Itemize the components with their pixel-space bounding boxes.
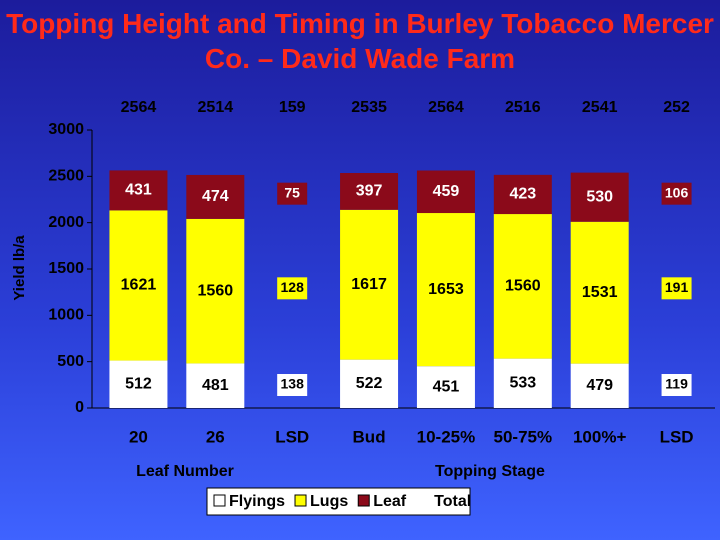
chart-title: Topping Height and Timing in Burley Toba…: [6, 8, 714, 74]
data-label: 522: [356, 375, 383, 392]
bar-segment: [570, 172, 629, 222]
y-tick-label: 1000: [48, 307, 84, 324]
x-tick-label: 100%+: [573, 427, 626, 446]
total-label: 252: [663, 99, 690, 116]
bar-segment: [570, 363, 629, 408]
total-label: 2564: [121, 99, 157, 116]
bar-segment: [109, 360, 168, 408]
x-tick-label: 50-75%: [494, 427, 553, 446]
legend-box: [206, 487, 471, 516]
total-label: 2516: [505, 99, 541, 116]
y-tick-label: 1500: [48, 260, 84, 277]
data-label: 431: [125, 182, 152, 199]
y-tick-label: 2500: [48, 168, 84, 185]
data-label: 533: [509, 375, 536, 392]
bar-segment: [493, 174, 552, 215]
legend-label: Leaf: [373, 493, 407, 510]
y-tick-label: 3000: [48, 121, 84, 138]
bar-segment: [493, 358, 552, 408]
data-label: 75: [284, 184, 300, 200]
total-label: 2541: [582, 99, 618, 116]
data-label: 1617: [351, 276, 387, 293]
group-label: Leaf Number: [136, 463, 234, 480]
bar-segment: [340, 172, 399, 210]
data-label: 138: [281, 376, 305, 392]
bar-segment: [340, 359, 399, 408]
total-label: 2514: [198, 99, 234, 116]
data-label: 530: [586, 188, 613, 205]
data-label: 119: [665, 376, 688, 392]
data-label: 1560: [198, 282, 234, 299]
bar-segment: [570, 221, 629, 364]
legend-label: Total: [434, 493, 471, 510]
bar-segment: [340, 209, 399, 360]
x-tick-label: 10-25%: [417, 427, 476, 446]
bar-segment: [661, 374, 692, 397]
bar-segment: [186, 363, 245, 408]
data-label: 1560: [505, 278, 541, 295]
data-label: 451: [433, 378, 460, 395]
x-tick-label: LSD: [275, 427, 309, 446]
x-tick-label: LSD: [660, 427, 694, 446]
bar-segment: [186, 174, 245, 219]
y-axis-label: Yield lb/a: [11, 235, 28, 301]
bar-segment: [109, 210, 168, 361]
group-label: Topping Stage: [435, 463, 545, 480]
bar-segment: [109, 170, 168, 211]
bar-segment: [661, 277, 692, 300]
data-label: 106: [665, 184, 689, 200]
data-label: 191: [665, 279, 689, 295]
bar-segment: [277, 277, 308, 300]
y-tick-label: 2000: [48, 214, 84, 231]
bar-segment: [186, 218, 245, 364]
data-label: 423: [509, 186, 536, 203]
data-label: 479: [586, 377, 613, 394]
x-tick-label: 20: [129, 427, 148, 446]
data-label: 459: [433, 183, 460, 200]
bar-segment: [277, 182, 308, 205]
legend-label: Flyings: [229, 493, 285, 510]
data-label: 474: [202, 188, 229, 205]
data-label: 128: [281, 279, 305, 295]
data-label: 397: [356, 183, 383, 200]
bar-segment: [416, 170, 475, 214]
total-label: 2564: [428, 99, 464, 116]
data-label: 512: [125, 375, 152, 392]
legend-swatch: [294, 494, 307, 507]
total-label: 159: [279, 99, 306, 116]
data-label: 1621: [121, 277, 157, 294]
x-tick-label: Bud: [353, 427, 386, 446]
legend-swatch: [213, 494, 226, 507]
bar-segment: [661, 182, 692, 205]
total-label: 2535: [351, 99, 387, 116]
data-label: 481: [202, 377, 229, 394]
data-label: 1653: [428, 281, 464, 298]
bar-segment: [416, 213, 475, 367]
bar-segment: [416, 366, 475, 408]
bar-segment: [277, 374, 308, 397]
x-tick-label: 26: [206, 427, 225, 446]
bar-segment: [493, 214, 552, 359]
y-tick-label: 500: [57, 353, 84, 370]
y-tick-label: 0: [75, 399, 84, 416]
data-label: 1531: [582, 284, 618, 301]
legend-label: Lugs: [310, 493, 348, 510]
legend-swatch: [357, 494, 370, 507]
